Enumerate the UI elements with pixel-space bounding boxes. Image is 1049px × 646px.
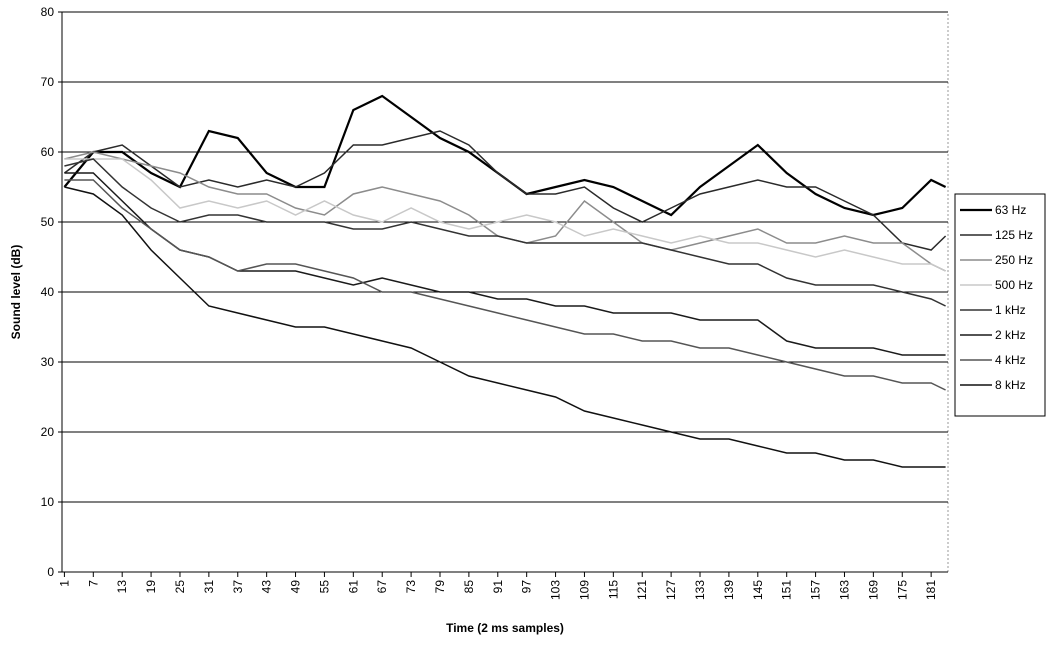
legend-label: 63 Hz [995,203,1026,217]
x-tick-label: 7 [86,580,100,587]
x-tick-label: 13 [115,580,129,594]
x-tick-label: 127 [664,580,678,600]
x-tick-label: 55 [317,580,331,594]
y-axis-title: Sound level (dB) [9,245,23,340]
series-line [64,151,946,272]
legend-box [954,193,1046,417]
legend-label: 250 Hz [995,253,1033,267]
series-line [63,130,947,251]
y-tick-label: 80 [41,5,55,19]
series-line [64,158,946,307]
y-tick-label: 20 [41,425,55,439]
x-tick-label: 43 [260,580,274,594]
x-tick-label: 61 [346,580,360,594]
legend-label: 4 kHz [995,353,1026,367]
y-tick-label: 0 [47,565,54,579]
x-tick-label: 169 [866,580,880,600]
x-tick-label: 145 [751,580,765,600]
x-tick-label: 103 [549,580,563,600]
x-tick-label: 25 [173,580,187,594]
legend-label: 125 Hz [995,228,1033,242]
x-tick-label: 157 [809,580,823,600]
x-tick-label: 121 [635,580,649,600]
x-tick-label: 109 [577,580,591,600]
series-line [64,179,946,391]
x-tick-label: 151 [780,580,794,600]
x-tick-label: 1 [57,580,71,587]
x-tick-label: 31 [202,580,216,594]
x-tick-label: 67 [375,580,389,594]
x-tick-label: 139 [722,580,736,600]
legend-label: 2 kHz [995,328,1026,342]
x-tick-label: 85 [462,580,476,594]
x-tick-label: 175 [895,580,909,600]
series-line [64,172,946,356]
y-tick-label: 50 [41,215,55,229]
x-tick-label: 91 [491,580,505,594]
x-tick-label: 19 [144,580,158,594]
y-tick-label: 60 [41,145,55,159]
x-tick-label: 97 [520,580,534,594]
x-tick-label: 73 [404,580,418,594]
y-tick-label: 10 [41,495,55,509]
x-tick-label: 163 [837,580,851,600]
legend-label: 1 kHz [995,303,1026,317]
legend-label: 500 Hz [995,278,1033,292]
x-tick-label: 133 [693,580,707,600]
y-tick-label: 40 [41,285,55,299]
x-axis-title: Time (2 ms samples) [446,621,564,635]
x-tick-label: 115 [606,580,620,599]
x-tick-label: 49 [289,580,303,594]
x-tick-label: 181 [924,580,938,600]
y-tick-label: 30 [41,355,55,369]
series-line [63,94,947,217]
series-line [64,186,946,468]
x-tick-label: 79 [433,580,447,594]
x-tick-label: 37 [231,580,245,594]
series-line [64,158,946,272]
legend-label: 8 kHz [995,378,1026,392]
y-tick-label: 70 [41,75,55,89]
